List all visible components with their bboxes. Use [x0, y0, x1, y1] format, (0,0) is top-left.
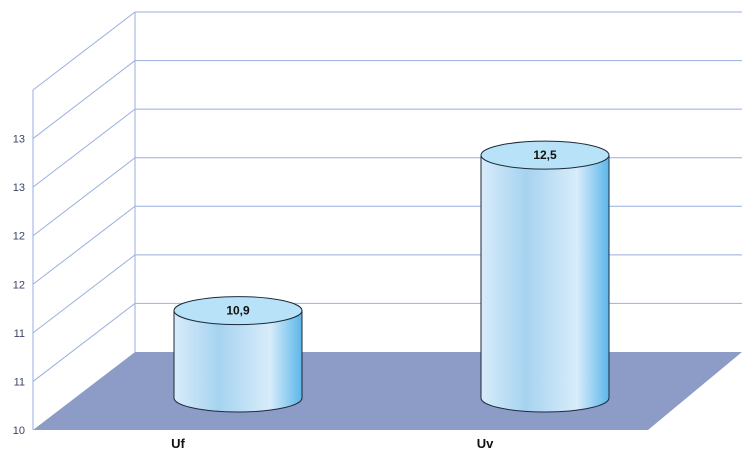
bar-uv: 12,5 [480, 140, 610, 413]
bar-body [173, 310, 303, 413]
gridline-side [32, 254, 136, 334]
y-tick-label: 10 [13, 425, 25, 437]
x-category-label: Uv [477, 436, 494, 451]
y-tick-label: 12 [13, 279, 25, 291]
bar-uf: 10,9 [173, 296, 303, 413]
gridline-side [32, 11, 136, 91]
y-tick-label: 11 [14, 376, 25, 388]
y-tick-label: 12 [13, 231, 25, 243]
y-tick-label: 11 [14, 328, 25, 340]
data-label: 10,9 [226, 304, 250, 318]
x-axis-categories: Uf Uv [171, 436, 494, 451]
bar-body [480, 154, 610, 413]
gridline-side [32, 205, 136, 285]
gridlines [32, 11, 742, 430]
y-tick-label: 13 [13, 134, 25, 146]
bars: 10,9 12,5 [173, 140, 610, 413]
data-label: 12,5 [533, 148, 557, 162]
bar-top [173, 296, 303, 326]
x-category-label: Uf [171, 436, 185, 451]
floor-plane [33, 352, 742, 430]
y-tick-label: 13 [13, 182, 25, 194]
chart-floor [33, 352, 742, 430]
gridline-side [32, 157, 136, 237]
gridline-side [32, 108, 136, 188]
bar-top [480, 140, 610, 170]
y-axis-ticks: 10 11 11 12 12 13 13 [13, 134, 25, 437]
gridline-side [32, 303, 136, 382]
gridline-side [32, 60, 136, 139]
